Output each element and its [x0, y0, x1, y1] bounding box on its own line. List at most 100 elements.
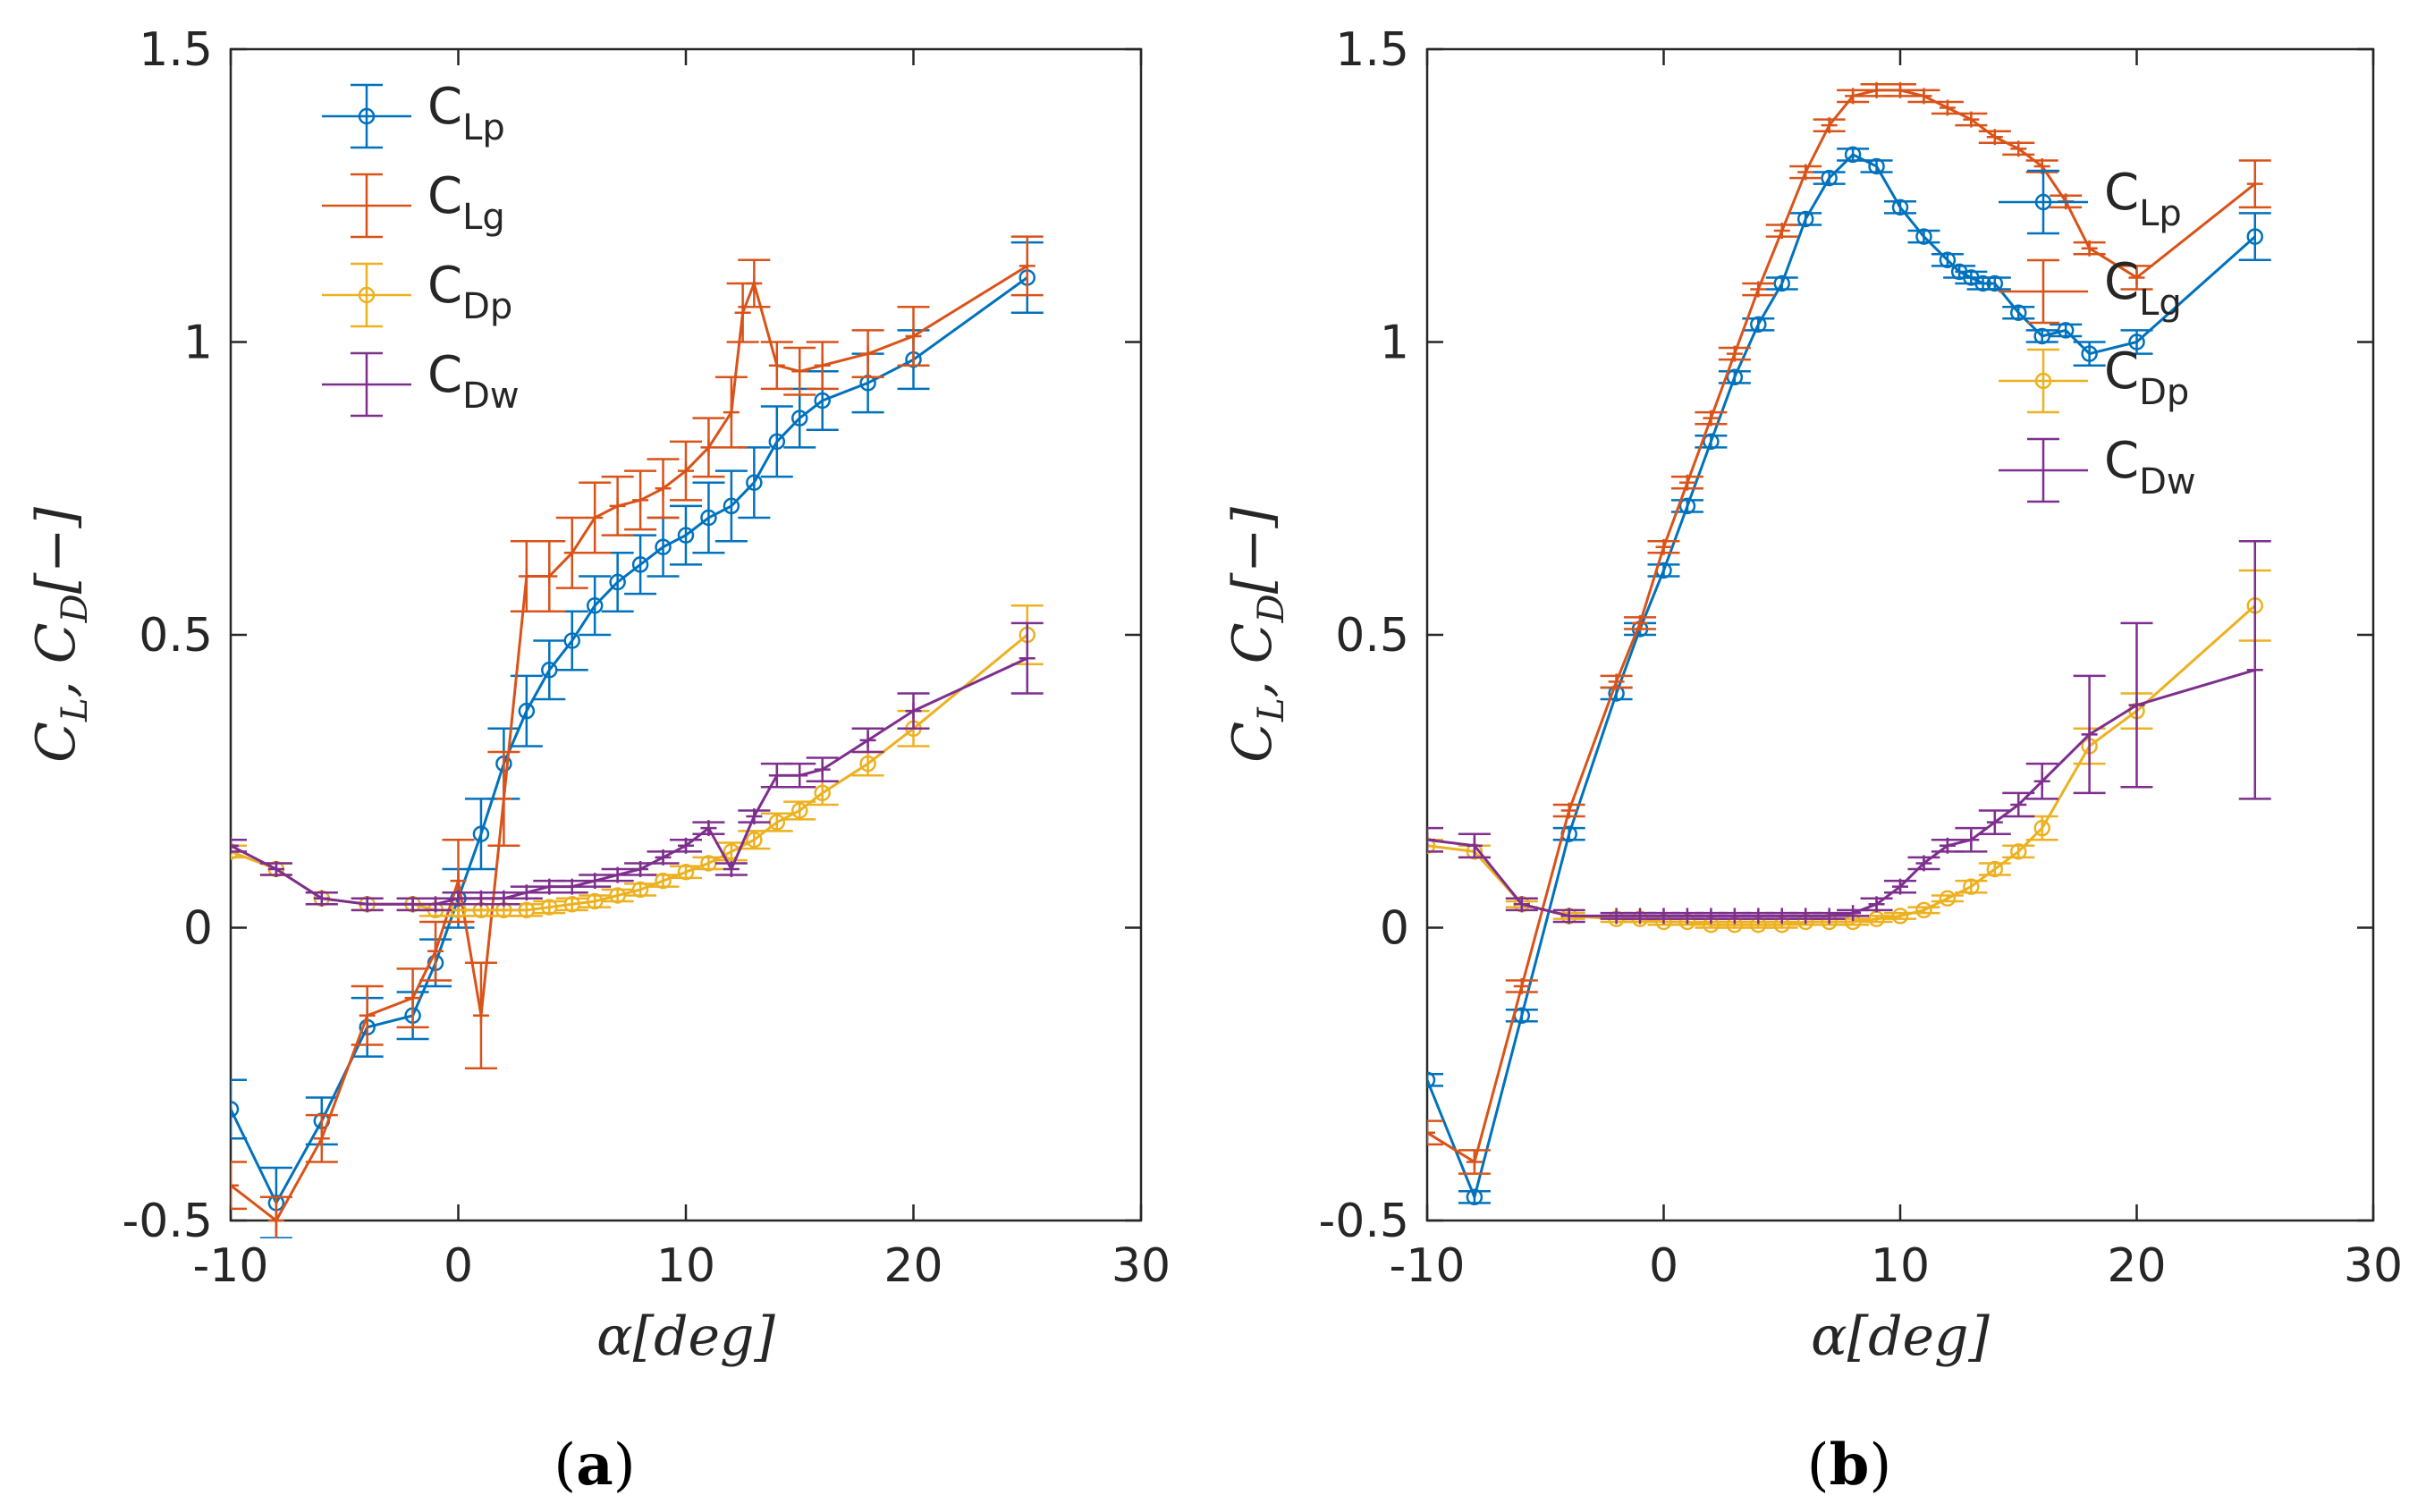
data-point [601, 552, 634, 613]
legend-label-main: C [427, 167, 462, 225]
marker-circle [655, 872, 672, 890]
y-axis-label: CL, CD[−] [25, 507, 96, 763]
y-label-cl-sub: L [55, 697, 96, 722]
data-point [1955, 111, 1988, 128]
marker-circle [746, 832, 763, 849]
data-point [487, 890, 520, 907]
data-point [305, 890, 338, 907]
data-point [670, 504, 702, 566]
data-point [670, 837, 702, 854]
marker-circle [518, 901, 536, 919]
x-axis-label: α[deg] [1811, 1305, 1990, 1368]
legend-item-Lp: CLp [322, 78, 505, 149]
data-point [2025, 815, 2058, 841]
legend-label-main: C [2104, 432, 2139, 490]
y-tick-label: 1 [1380, 317, 1409, 370]
data-point [555, 516, 588, 589]
data-point [2002, 304, 2035, 321]
marker-circle [1891, 908, 1909, 925]
marker-circle [631, 881, 649, 899]
data-point [533, 899, 566, 916]
marker-circle [655, 538, 672, 555]
data-point [806, 756, 839, 782]
marker-circle [1915, 228, 1932, 245]
data-point [760, 812, 793, 832]
marker-circle [1963, 878, 1980, 895]
panel-a: -10 0 10 20 30-0.500.511.5α[deg]CL, CD[−]CLp… [25, 23, 1171, 1499]
data-point [1010, 621, 1044, 695]
marker-circle [1939, 251, 1957, 269]
marker-circle [859, 755, 876, 773]
marker-circle [472, 825, 490, 842]
legend-label-main: C [427, 257, 462, 315]
data-point [738, 808, 771, 825]
marker-circle [1868, 157, 1885, 175]
data-point [2238, 212, 2271, 262]
marker-circle [563, 896, 580, 913]
series-Lg [231, 235, 1044, 1238]
marker-circle [1703, 433, 1720, 451]
legend-label: CDp [2104, 342, 2189, 413]
data-point [2002, 843, 2035, 860]
marker-circle [609, 573, 626, 591]
y-tick-label: 0.5 [139, 609, 213, 663]
data-point [1624, 614, 1657, 631]
legend-label: CLg [2104, 253, 2182, 324]
data-point [533, 539, 566, 613]
marker-circle [1986, 860, 2004, 878]
y-label-cl-sub: L [1251, 697, 1292, 722]
caption-close: ) [613, 1432, 636, 1499]
axes-box [1425, 47, 2375, 1222]
data-point [579, 575, 612, 637]
marker-circle [2246, 228, 2263, 245]
marker-circle [2128, 334, 2145, 351]
legend-label: CLp [427, 78, 505, 148]
legend-item-Dp: CDp [322, 257, 512, 328]
panel-b: -10 0 10 20 30-0.500.511.5α[deg]CL, CD[−]CLp… [1221, 23, 2403, 1499]
marker-circle [1726, 368, 1744, 386]
data-point [1600, 673, 1633, 690]
data-point [1458, 1149, 1491, 1175]
y-tick-label: 0 [183, 902, 213, 956]
legend-label-sub: Dp [2139, 372, 2189, 413]
legend-label: CDw [2104, 432, 2196, 503]
x-tick-label: 0 [1649, 1239, 1678, 1293]
data-point [231, 1161, 247, 1211]
data-point [1718, 345, 1751, 362]
marker-circle [1427, 837, 1436, 855]
data-point [2073, 341, 2106, 367]
data-point [1458, 832, 1491, 859]
legend-label-sub: Lg [462, 197, 505, 238]
legend-label-sub: Lg [2139, 283, 2182, 324]
data-point [670, 440, 702, 502]
caption-open: ( [554, 1432, 576, 1499]
data-point [601, 866, 634, 883]
data-point [1907, 901, 1940, 919]
data-point [510, 884, 543, 901]
y-tick-label: -0.5 [1319, 1195, 1409, 1248]
data-point [579, 873, 612, 890]
y-label-cl: C [1221, 722, 1284, 763]
data-point [1884, 878, 1916, 895]
data-point [1813, 169, 1846, 187]
data-point [897, 305, 930, 367]
data-point [1813, 908, 1846, 925]
x-tick-label: 20 [2107, 1239, 2166, 1293]
y-tick-label: -0.5 [123, 1195, 213, 1248]
marker-circle [814, 392, 831, 410]
marker-circle [2081, 345, 2098, 362]
y-tick-label: 0.5 [1335, 609, 1409, 663]
data-point [2025, 327, 2058, 345]
data-point [231, 1078, 247, 1140]
x-tick-label: 20 [883, 1239, 943, 1293]
data-point [1505, 978, 1538, 994]
marker-circle [2033, 819, 2050, 837]
marker-circle [1750, 316, 1767, 334]
panel-caption: (b) [1807, 1432, 1892, 1499]
y-tick-label: 1.5 [1335, 23, 1409, 77]
data-point [2120, 329, 2153, 355]
data-point [1955, 878, 1988, 895]
data-point [647, 516, 680, 578]
data-point [2238, 539, 2271, 800]
data-point [851, 329, 884, 379]
